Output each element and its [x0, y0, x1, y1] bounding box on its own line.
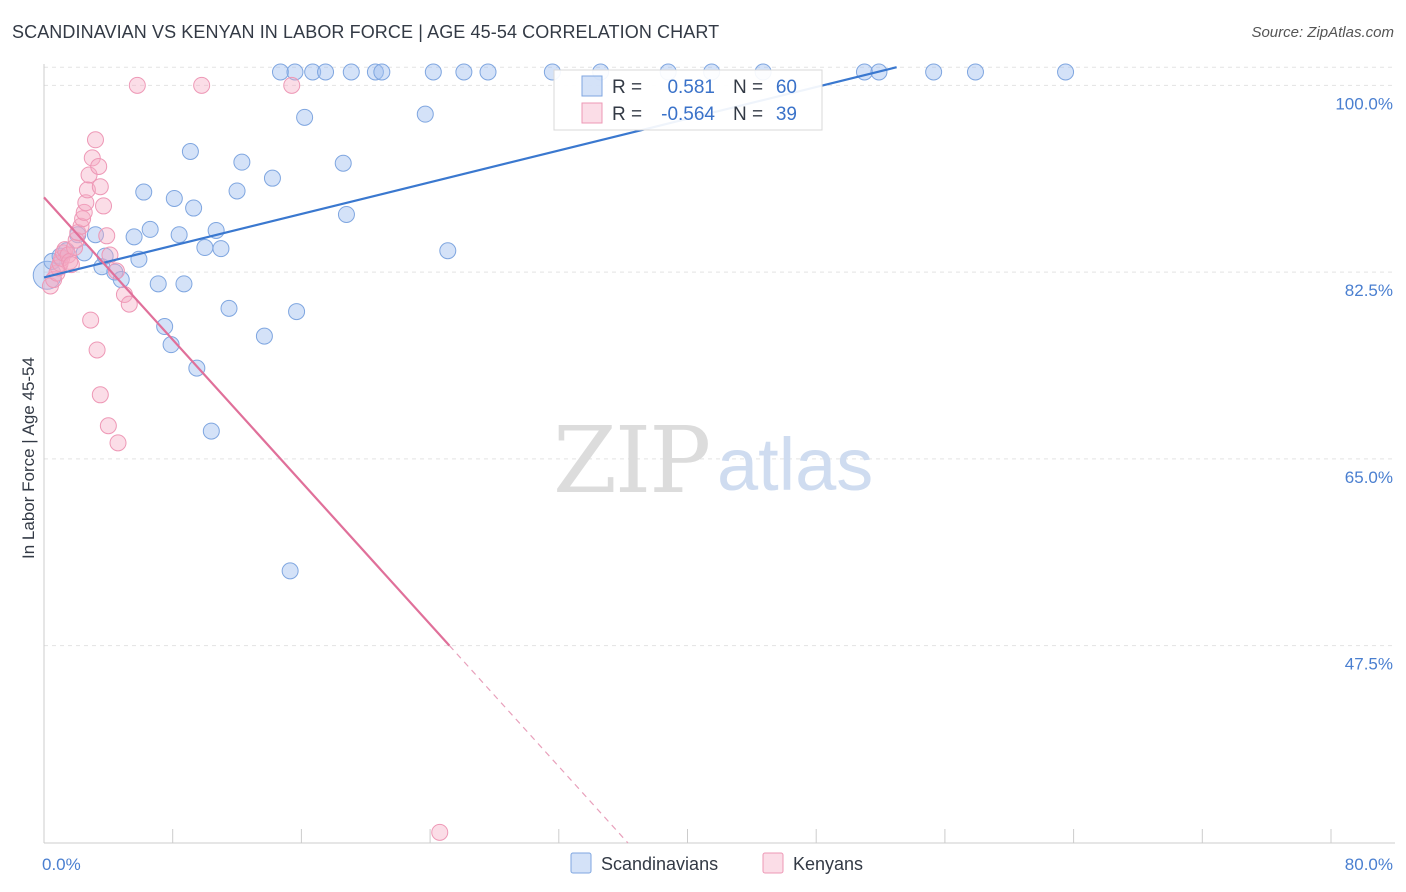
- scandinavian-point: [181, 143, 199, 161]
- kenyan-point: [88, 341, 106, 359]
- scandinavian-point: [255, 327, 273, 345]
- kenyan-point: [90, 157, 108, 175]
- scandinavian-point: [342, 63, 360, 81]
- stats-r-label: R =: [612, 104, 642, 125]
- scandinavian-point: [317, 63, 335, 81]
- y-tick-label: 100.0%: [1335, 94, 1393, 113]
- legend: Scandinavians Kenyans: [570, 852, 863, 874]
- scandinavian-point: [135, 183, 153, 201]
- scandinavian-point: [202, 422, 220, 440]
- scandinavian-point: [373, 63, 391, 81]
- data-points: [32, 63, 1075, 841]
- x-tick-label-min: 0.0%: [42, 855, 81, 874]
- scandinavian-point: [220, 299, 238, 317]
- scandinavian-point: [165, 189, 183, 207]
- y-axis-label: In Labor Force | Age 45-54: [19, 357, 38, 559]
- scandinavian-point: [196, 239, 214, 257]
- stats-box: R = 0.581 N = 60 R = -0.564 N = 39: [553, 69, 823, 131]
- kenyan-point: [95, 197, 113, 215]
- scandinavian-point: [366, 63, 384, 81]
- stats-swatch: [581, 75, 603, 97]
- kenyan-point: [120, 295, 138, 313]
- scandinavian-point: [125, 228, 143, 246]
- stats-box-frame: [553, 69, 823, 131]
- kenyan-point: [101, 246, 119, 264]
- scandinavian-point: [233, 153, 251, 171]
- scandinavian-point: [337, 205, 355, 223]
- watermark-zip: ZIP: [553, 407, 709, 514]
- kenyan-point: [83, 149, 101, 167]
- stats-swatch: [581, 102, 603, 124]
- grid: [44, 66, 1395, 647]
- kenyan-point: [91, 178, 109, 196]
- scandinavian-point: [288, 303, 306, 321]
- chart-title: SCANDINAVIAN VS KENYAN IN LABOR FORCE | …: [12, 22, 720, 42]
- kenyan-point: [283, 76, 301, 94]
- scandinavian-point: [424, 63, 442, 81]
- kenyan-point: [98, 227, 116, 245]
- y-tick-label: 65.0%: [1345, 468, 1393, 487]
- watermark-atlas: atlas: [717, 423, 873, 506]
- legend-label: Kenyans: [793, 854, 863, 874]
- stats-n-label: N =: [733, 104, 763, 125]
- scandinavian-point: [334, 154, 352, 172]
- y-tick-label: 47.5%: [1345, 655, 1393, 674]
- kenyan-trend-line: [43, 196, 451, 647]
- kenyan-point: [82, 311, 100, 329]
- x-tick-label-max: 80.0%: [1345, 855, 1393, 874]
- kenyan-point: [128, 76, 146, 94]
- kenyan-trend-extension: [448, 645, 629, 844]
- scandinavian-point: [966, 63, 984, 81]
- scandinavian-point: [212, 240, 230, 258]
- kenyan-point: [99, 417, 117, 435]
- legend-swatch: [570, 852, 592, 874]
- stats-n-label: N =: [733, 77, 763, 98]
- stats-r-value: -0.564: [661, 104, 715, 125]
- axes: [43, 64, 1395, 844]
- scandinavian-point: [263, 169, 281, 187]
- watermark: ZIP atlas: [553, 407, 873, 514]
- scandinavian-point: [416, 105, 434, 123]
- scandinavian-point: [175, 275, 193, 293]
- scandinavian-point: [304, 63, 322, 81]
- stats-r-value: 0.581: [667, 77, 715, 98]
- scandinavian-point: [156, 318, 174, 336]
- stats-n-value: 39: [776, 104, 797, 125]
- scandinavian-point: [170, 226, 188, 244]
- kenyan-point: [193, 76, 211, 94]
- scandinavian-point: [439, 242, 457, 260]
- kenyan-point: [80, 166, 98, 184]
- axis-labels: 47.5% 65.0% 82.5% 100.0% 0.0% 80.0% In Labor F…: [19, 94, 1393, 874]
- scandinavian-point: [286, 63, 304, 81]
- y-tick-label: 82.5%: [1345, 281, 1393, 300]
- kenyan-point: [109, 434, 127, 452]
- scandinavian-point: [479, 63, 497, 81]
- scandinavian-point: [281, 562, 299, 580]
- scandinavian-point: [141, 220, 159, 238]
- scandinavian-point: [455, 63, 473, 81]
- stats-r-label: R =: [612, 77, 642, 98]
- kenyan-point: [78, 181, 96, 199]
- scandinavian-point: [149, 275, 167, 293]
- kenyan-point: [74, 210, 92, 228]
- kenyan-point: [431, 823, 449, 841]
- scandinavian-point: [1057, 63, 1075, 81]
- kenyan-point: [91, 386, 109, 404]
- kenyan-point: [86, 131, 104, 149]
- chart-source: Source: ZipAtlas.com: [1251, 24, 1394, 41]
- legend-swatch: [762, 852, 784, 874]
- scandinavian-point: [925, 63, 943, 81]
- scandinavian-point: [271, 63, 289, 81]
- scandinavian-point: [185, 199, 203, 217]
- scandinavian-point: [296, 108, 314, 126]
- legend-label: Scandinavians: [601, 854, 718, 874]
- stats-n-value: 60: [776, 77, 797, 98]
- kenyan-point: [77, 194, 95, 212]
- scandinavian-point: [228, 182, 246, 200]
